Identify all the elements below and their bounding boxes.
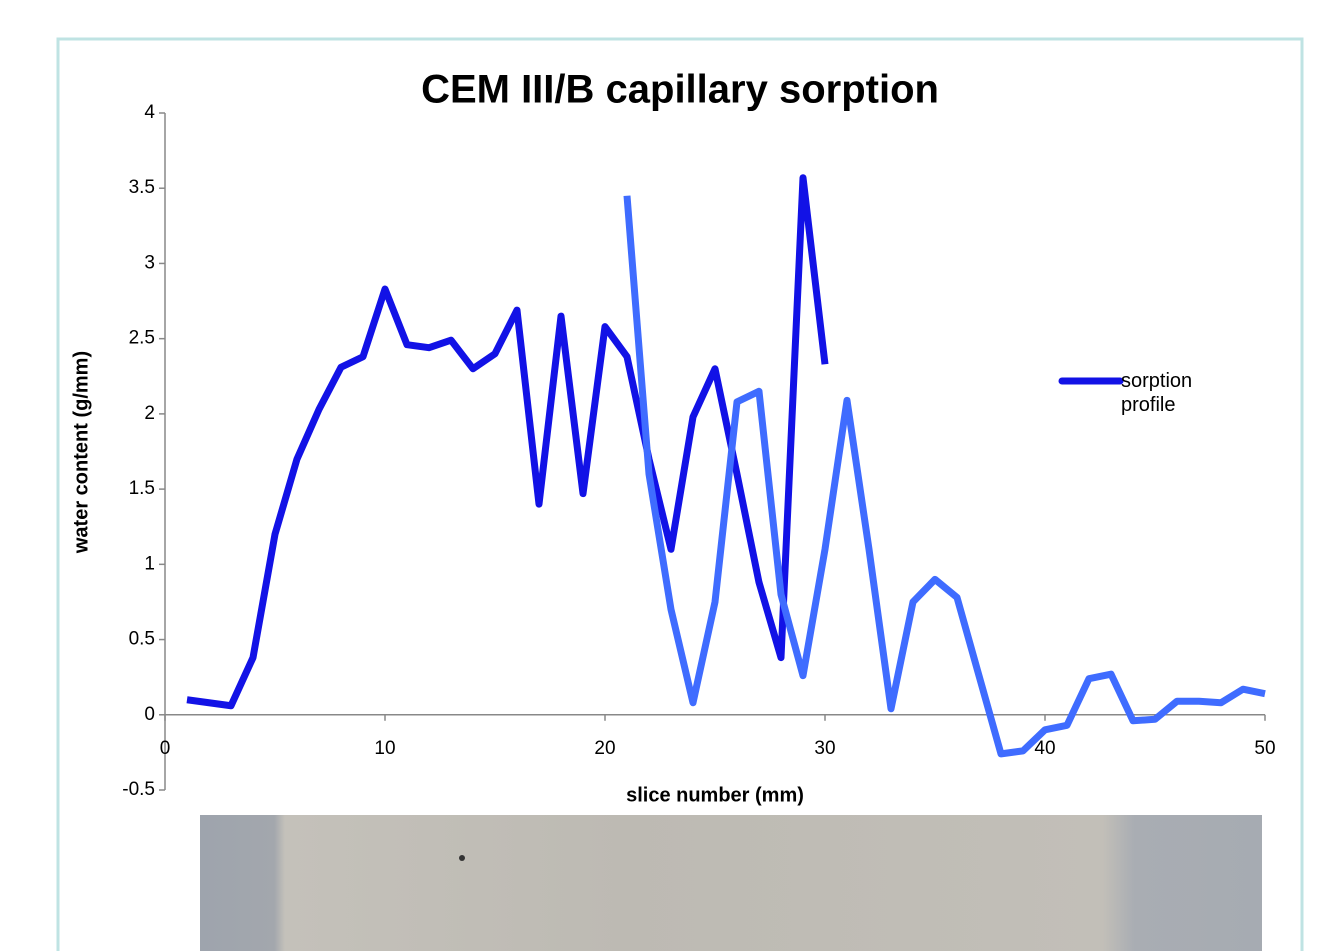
x-axis-title: slice number (mm) — [626, 784, 804, 806]
y-tick-label: 2 — [144, 403, 155, 424]
x-tick-label: 10 — [374, 738, 395, 759]
x-tick-label: 30 — [814, 738, 835, 759]
y-tick-label: 1.5 — [129, 478, 155, 499]
y-tick-label: 1 — [144, 553, 155, 574]
y-axis-title: water content (g/mm) — [70, 351, 92, 554]
y-tick-label: 0.5 — [129, 629, 155, 650]
y-tick-label: 4 — [144, 102, 155, 123]
y-tick-label: 3 — [144, 252, 155, 273]
series-line — [623, 195, 1266, 758]
chart-title: CEM III/B capillary sorption — [421, 68, 939, 112]
x-tick-label: 20 — [594, 738, 615, 759]
x-tick-label: 0 — [160, 738, 171, 759]
x-tick-label: 40 — [1034, 738, 1055, 759]
legend-label: sorption profile — [1121, 370, 1193, 416]
photo-speck — [459, 855, 465, 861]
specimen-photo — [200, 815, 1262, 951]
y-tick-label: 2.5 — [129, 328, 155, 349]
y-tick-label: 3.5 — [129, 177, 155, 198]
y-tick-label: 0 — [144, 704, 155, 725]
series-line — [186, 174, 829, 710]
x-tick-label: 50 — [1254, 738, 1275, 759]
y-tick-label: -0.5 — [122, 779, 155, 800]
